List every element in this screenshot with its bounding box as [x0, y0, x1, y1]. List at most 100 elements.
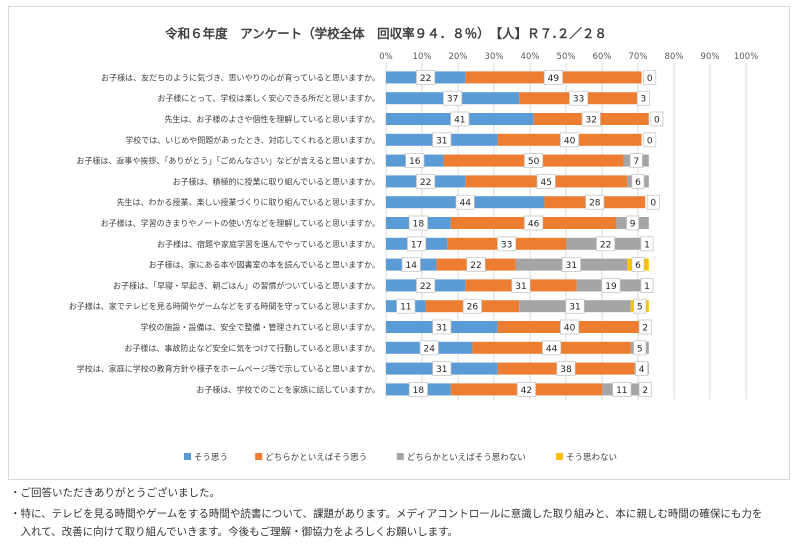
data-label: 31 — [436, 136, 447, 146]
data-label-box — [432, 132, 452, 148]
data-label-box — [408, 215, 428, 231]
data-label-box — [443, 90, 463, 106]
stacked-bar-chart: 令和６年度 アンケート（学校全体 回収率９４．８％） 【人】Ｒ７.２／２８ 0% 1… — [69, 26, 758, 463]
data-label: 11 — [616, 386, 627, 396]
category-label: お子様は、返事や挨拶、「ありがとう」「ごめんなさい」などが言えると思いますか。 — [76, 156, 380, 166]
data-label: 41 — [454, 116, 465, 126]
data-label-box — [416, 70, 436, 85]
data-label-box — [635, 361, 649, 376]
data-label: 24 — [423, 344, 435, 354]
category-label: 学校では、いじめや問題があったとき、対応してくれると思いますか。 — [125, 135, 380, 145]
data-label-box — [511, 278, 531, 293]
data-label-box — [556, 361, 576, 376]
note-issue: ・特に、テレビを見る時間やゲームをする時間や読書について、課題があります。メディ… — [10, 508, 763, 520]
data-label-box — [631, 257, 645, 272]
data-label-box — [450, 111, 470, 127]
data-label-box — [416, 278, 436, 293]
data-label: 2 — [642, 386, 648, 396]
data-label: 0 — [654, 116, 660, 126]
category-label: お子様は、積極的に授業に取り組んでいると思いますか。 — [173, 176, 380, 186]
data-label-box — [432, 319, 452, 335]
data-label: 31 — [515, 282, 526, 292]
x-tick-label: 90% — [701, 52, 720, 62]
note-thanks: ・ご回答いただきありがとうございました。 — [10, 487, 220, 499]
data-label-box — [560, 319, 580, 335]
legend-swatch-2 — [255, 453, 263, 460]
data-label: 18 — [413, 386, 425, 396]
data-label-box — [638, 319, 652, 335]
data-label: 32 — [585, 116, 596, 126]
data-label: 6 — [635, 178, 641, 188]
legend-swatch-1 — [184, 453, 191, 460]
data-label-box — [432, 361, 452, 376]
data-label-box — [560, 132, 580, 148]
data-label-box — [524, 215, 544, 231]
category-label: お子様は、宿題や家庭学習を進んでやっていると思いますか。 — [157, 239, 380, 249]
data-label: 4 — [639, 365, 645, 375]
data-label: 14 — [405, 261, 417, 271]
data-label-box — [646, 194, 660, 210]
data-label-box — [542, 340, 562, 356]
data-label-box — [407, 236, 427, 252]
category-label: お子様は、家でテレビを見る時間やゲームなどをする時間を守っていると思いますか。 — [69, 301, 380, 311]
data-label: 11 — [400, 303, 411, 313]
legend-label-3: どちらかといえばそう思わない — [407, 453, 526, 463]
data-label: 19 — [605, 282, 617, 292]
data-label: 17 — [411, 240, 422, 250]
data-label: 16 — [409, 157, 421, 167]
data-label: 18 — [413, 220, 425, 230]
data-label: 9 — [630, 220, 636, 230]
data-label: 22 — [600, 240, 611, 250]
category-label: お子様は、「早寝・早起き、朝ごはん」の習慣がついていると思いますか。 — [113, 280, 380, 290]
data-label: 45 — [540, 178, 551, 188]
data-label: 50 — [528, 157, 540, 167]
data-label-box — [612, 382, 632, 397]
data-label-box — [408, 382, 428, 397]
data-label-box — [543, 70, 563, 85]
data-label: 1 — [644, 240, 650, 250]
data-label: 0 — [650, 199, 656, 209]
data-label-box — [497, 236, 517, 252]
data-label-box — [396, 298, 416, 314]
data-label: 40 — [564, 324, 576, 334]
data-label-box — [636, 90, 650, 106]
data-label-box — [462, 298, 482, 314]
data-label: 46 — [528, 220, 540, 230]
data-label-box — [401, 257, 421, 272]
data-label-box — [629, 153, 643, 168]
data-label-box — [626, 215, 640, 231]
data-label: 31 — [569, 303, 580, 313]
category-label: お子様は、学校でのことを家族に話していますか。 — [196, 384, 380, 394]
data-label: 22 — [420, 74, 431, 84]
category-label: お子様にとって、学校は楽しく安心できる所だと思いますか。 — [157, 93, 380, 103]
data-label: 0 — [647, 136, 653, 146]
chart-title: 令和６年度 アンケート（学校全体 回収率９４．８％） 【人】Ｒ７.２／２８ — [164, 26, 607, 41]
note-issue-cont: 入れて、改善に向けて取り組んでいきます。今後もご理解・御協力をよろしくお願いしま… — [10, 526, 459, 538]
x-tick-label: 100% — [734, 52, 758, 62]
data-label-box — [405, 153, 425, 168]
x-tick-label: 10% — [413, 52, 432, 62]
category-label: 学校の施設・設備は、安全で整備・管理されていると思いますか。 — [140, 322, 380, 332]
data-label-box — [633, 298, 647, 314]
data-label-box — [581, 111, 601, 127]
data-label-box — [455, 194, 475, 210]
data-label: 0 — [647, 74, 653, 84]
data-label-box — [585, 194, 605, 210]
data-label: 5 — [637, 303, 643, 313]
data-label: 31 — [436, 324, 447, 334]
x-tick-label: 60% — [593, 52, 612, 62]
data-label: 5 — [637, 344, 643, 354]
data-label-box — [565, 298, 585, 314]
x-tick-label: 40% — [521, 52, 540, 62]
x-tick-label: 80% — [665, 52, 684, 62]
data-label-box — [524, 153, 544, 168]
data-label: 31 — [566, 261, 577, 271]
category-label: 先生は、わかる授業、楽しい授業づくりに取り組んでいると思いますか。 — [117, 197, 380, 207]
data-label-box — [631, 174, 645, 189]
data-label-box — [536, 174, 556, 189]
data-label-box — [419, 340, 439, 356]
data-label: 44 — [546, 344, 558, 354]
data-label-box — [601, 278, 621, 293]
data-label-box — [596, 236, 616, 252]
category-label: お子様は、友だちのように気づき、思いやりの心が育っていると思いますか。 — [101, 72, 380, 82]
